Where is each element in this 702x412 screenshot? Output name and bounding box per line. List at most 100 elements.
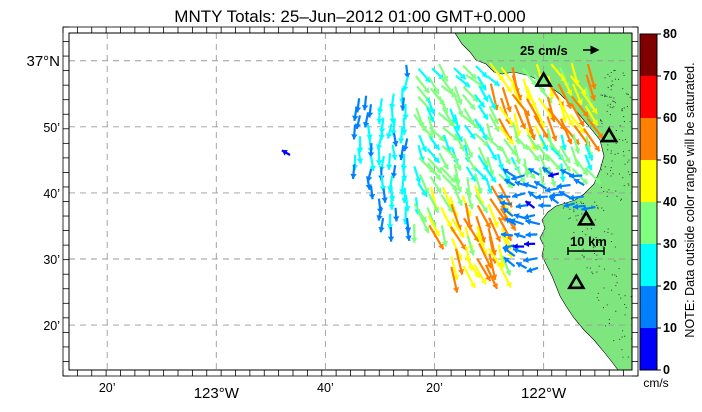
longitude-label: 122°W (521, 385, 567, 402)
coast-speckle (581, 203, 582, 204)
coast-speckle (583, 203, 584, 204)
coast-speckle (587, 267, 588, 268)
coast-speckle (624, 185, 625, 186)
coast-speckle (603, 307, 604, 308)
colorbar-note: NOTE: Data outside color range will be s… (683, 62, 697, 337)
coast-speckle (616, 143, 617, 144)
coast-speckle (619, 268, 620, 269)
coast-speckle (628, 183, 629, 184)
coast-speckle (611, 97, 612, 98)
coast-speckle (610, 170, 611, 171)
coast-speckle (609, 76, 610, 77)
colorbar-segment (640, 160, 657, 202)
coast-speckle (607, 144, 608, 145)
coast-speckle (619, 139, 620, 140)
coast-speckle (624, 75, 625, 76)
coast-speckle (623, 116, 624, 117)
coast-speckle (590, 268, 591, 269)
coast-speckle (607, 174, 608, 175)
coast-speckle (573, 209, 574, 210)
colorbar-segment (640, 244, 657, 286)
coast-speckle (622, 88, 623, 89)
scale-bar-label: 10 km (570, 234, 607, 249)
coast-speckle (622, 330, 623, 331)
coast-speckle (621, 199, 622, 200)
coast-speckle (634, 325, 635, 326)
coast-speckle (594, 253, 595, 254)
coast-speckle (605, 325, 606, 326)
colorbar-tick-label: 70 (663, 69, 677, 83)
colorbar-unit: cm/s (643, 376, 668, 390)
coast-speckle (611, 290, 612, 291)
longitude-label: 20’ (99, 381, 116, 395)
coast-speckle (607, 74, 608, 75)
latitude-label: 37°N (26, 53, 60, 70)
coast-speckle (634, 306, 635, 307)
coast-speckle (621, 110, 622, 111)
coast-speckle (636, 335, 637, 336)
coast-speckle (612, 274, 613, 275)
coast-speckle (599, 266, 600, 267)
coast-speckle (607, 196, 608, 197)
reference-arrow-label: 25 cm/s (520, 43, 568, 58)
coast-speckle (573, 211, 574, 212)
coast-speckle (627, 106, 628, 107)
coast-speckle (622, 336, 623, 337)
coast-speckle (594, 202, 595, 203)
coast-speckle (601, 169, 602, 170)
coast-speckle (625, 295, 626, 296)
coast-speckle (603, 191, 604, 192)
coast-speckle (605, 166, 606, 167)
coast-speckle (606, 96, 607, 97)
coast-speckle (612, 81, 613, 82)
coast-speckle (628, 185, 629, 186)
coast-speckle (604, 231, 605, 232)
coast-speckle (622, 130, 623, 131)
coast-speckle (608, 228, 609, 229)
coast-speckle (602, 123, 603, 124)
coast-speckle (587, 228, 588, 229)
latitude-label: 20’ (43, 319, 60, 333)
coast-speckle (617, 196, 618, 197)
coast-speckle (611, 89, 612, 90)
coast-speckle (626, 93, 627, 94)
coast-speckle (596, 272, 597, 273)
coast-speckle (614, 101, 615, 102)
longitude-label: 20’ (426, 381, 443, 395)
colorbar-segment (640, 34, 657, 76)
coast-speckle (608, 87, 609, 88)
coast-speckle (598, 293, 599, 294)
coast-speckle (597, 297, 598, 298)
coast-speckle (564, 202, 565, 203)
coast-speckle (591, 205, 592, 206)
coast-speckle (578, 215, 579, 216)
coast-speckle (627, 142, 628, 143)
coast-speckle (609, 189, 610, 190)
coast-speckle (630, 121, 631, 122)
colorbar-tick-label: 20 (663, 279, 677, 293)
coast-speckle (629, 174, 630, 175)
coast-speckle (611, 241, 612, 242)
coast-speckle (615, 79, 616, 80)
coast-speckle (615, 102, 616, 103)
coast-speckle (611, 176, 612, 177)
colorbar-segment (640, 286, 657, 328)
coast-speckle (582, 255, 583, 256)
coast-speckle (611, 72, 612, 73)
coast-speckle (628, 160, 629, 161)
colorbar-tick-label: 10 (663, 321, 677, 335)
coast-speckle (603, 287, 604, 288)
coast-speckle (623, 73, 624, 74)
coast-speckle (611, 85, 612, 86)
coast-speckle (583, 257, 584, 258)
coast-speckle (624, 304, 625, 305)
coast-speckle (601, 187, 602, 188)
coast-speckle (612, 160, 613, 161)
coast-speckle (609, 323, 610, 324)
coast-speckle (614, 261, 615, 262)
latitude-labels: 37°N50’40’30’20’ (26, 53, 60, 333)
coast-speckle (611, 234, 612, 235)
coast-speckle (622, 140, 623, 141)
coast-speckle (610, 104, 611, 105)
coast-speckle (597, 207, 598, 208)
